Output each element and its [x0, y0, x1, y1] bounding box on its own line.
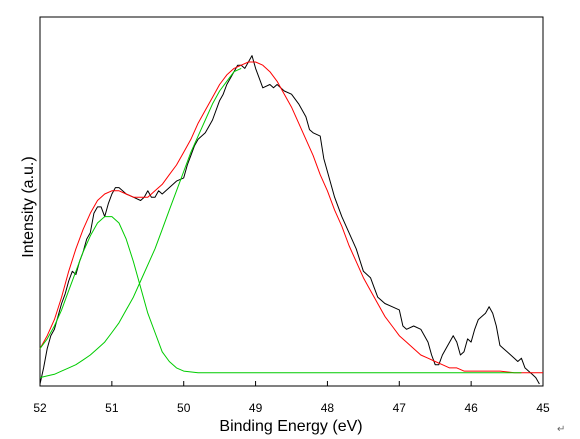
series-layer: [39, 55, 543, 385]
plot-frame: [39, 16, 544, 387]
x-tick-label: 52: [33, 401, 47, 415]
series-line-2: [39, 216, 522, 374]
x-axis-label: Binding Energy (eV): [219, 418, 362, 435]
series-line-3: [39, 67, 242, 379]
x-tick-label: 51: [105, 401, 119, 415]
y-axis-label: Intensity (a.u.): [20, 156, 37, 257]
x-tick-label: 47: [393, 401, 407, 415]
x-axis-ticks: 52 51 50 49 48 47 46 45: [33, 381, 550, 415]
x-tick-label: 45: [536, 401, 550, 415]
series-line-1: [39, 61, 543, 374]
series-line-0: [39, 55, 540, 385]
x-tick-label: 49: [249, 401, 263, 415]
x-tick-label: 48: [321, 401, 335, 415]
x-tick-label: 46: [464, 401, 478, 415]
paragraph-return-mark: ↵: [557, 424, 566, 435]
x-tick-label: 50: [177, 401, 191, 415]
